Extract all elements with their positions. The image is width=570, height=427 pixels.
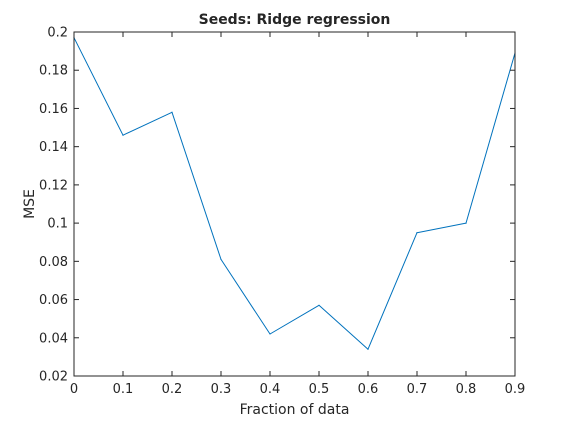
data-point [367,348,369,350]
x-axis-ticks: 0 0.1 0.2 0.3 0.4 0.5 0.6 0.7 0.8 0.9 [70,32,525,397]
y-tick-label: 0.08 [39,255,68,270]
series-line [73,37,516,350]
data-point [122,134,124,136]
data-point [416,232,418,234]
y-axis-ticks: 0.02 0.04 0.06 0.08 0.1 0.12 0.14 0.16 0.18 0.2 [39,26,515,385]
x-tick-label: 0.5 [309,382,330,397]
y-tick-label: 0.14 [39,140,68,155]
data-point [269,333,271,335]
y-axis-label: MSE [22,189,38,219]
y-tick-label: 0.18 [39,64,68,79]
x-axis-label: Fraction of data [240,402,350,418]
axes-box [73,31,516,377]
chart-title: Seeds: Ridge regression [199,12,391,28]
y-tick-label: 0.06 [39,293,68,308]
y-tick-label: 0.02 [39,370,68,385]
x-tick-label: 0.2 [162,382,183,397]
x-tick-label: 0 [70,382,78,397]
data-point [171,111,173,113]
x-tick-label: 0.6 [358,382,379,397]
y-tick-label: 0.04 [39,331,68,346]
y-tick-label: 0.12 [39,178,68,193]
x-tick-label: 0.4 [260,382,281,397]
x-tick-label: 0.3 [211,382,232,397]
data-point [220,258,222,261]
y-tick-label: 0.2 [47,26,68,41]
y-tick-label: 0.16 [39,102,68,117]
x-tick-label: 0.9 [505,382,526,397]
x-tick-label: 0.8 [456,382,477,397]
data-point [318,304,320,306]
data-point [465,222,467,224]
y-tick-label: 0.1 [47,217,68,232]
x-tick-label: 0.1 [113,382,134,397]
plot-area [74,32,515,376]
x-tick-label: 0.7 [407,382,428,397]
